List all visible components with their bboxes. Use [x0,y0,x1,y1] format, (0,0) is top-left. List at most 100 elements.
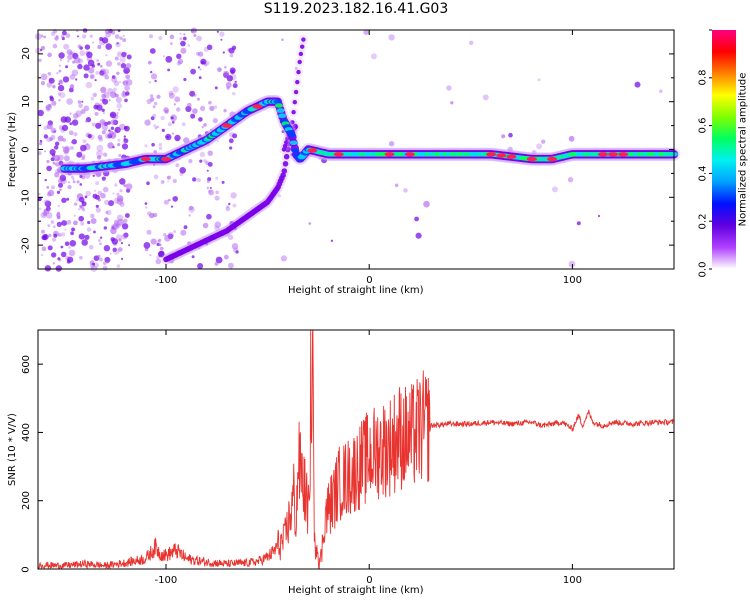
noise-point [192,177,197,182]
noise-point [145,206,148,209]
noise-point [659,89,663,93]
noise-point [153,174,159,180]
noise-point [58,79,63,84]
noise-point [158,146,163,151]
noise-point [294,66,298,70]
noise-point [110,237,115,242]
noise-point [101,123,109,131]
noise-point [144,202,148,205]
noise-point [82,154,86,158]
noise-point [149,48,156,54]
noise-point [46,165,52,172]
noise-point [123,68,129,74]
noise-point [125,213,130,218]
colorbar-tick-label: 0.0 [697,261,709,277]
noise-point [95,122,102,129]
main-ridge-core [276,108,285,113]
noise-point [125,63,132,69]
noise-point [206,179,210,184]
noise-point [231,243,239,250]
noise-point [321,157,328,164]
noise-point [44,150,46,153]
noise-point [160,180,165,184]
noise-point [153,150,157,154]
noise-point [198,117,203,122]
noise-point [75,78,78,81]
noise-point [95,194,100,200]
noise-point [72,113,79,119]
noise-point [228,262,234,269]
noise-point [165,133,172,141]
noise-point [206,186,209,190]
noise-point [157,238,162,242]
noise-point [52,43,58,49]
noise-point [44,200,52,208]
noise-point [109,91,117,98]
noise-point [168,90,174,96]
noise-point [51,100,57,106]
noise-point [209,105,215,111]
noise-point [229,146,233,150]
upper-branch-mark [296,69,301,75]
noise-point [81,239,88,246]
noise-point [207,162,213,167]
noise-point [119,56,126,63]
noise-point [190,27,197,34]
noise-point [576,221,581,226]
noise-point [114,34,120,39]
noise-point [206,213,212,220]
noise-point [150,94,154,98]
noise-point [95,71,100,75]
noise-point [167,68,171,72]
noise-point [79,175,83,178]
noise-point [60,251,67,258]
upper-branch-mark [295,79,300,85]
noise-point [117,218,124,226]
noise-point [84,44,91,50]
noise-point [100,192,106,199]
noise-point [119,123,126,131]
noise-point [235,250,239,254]
noise-point [228,138,234,144]
noise-point [38,58,42,62]
noise-point [80,221,85,226]
noise-point [118,108,120,111]
noise-point [91,64,96,68]
noise-point [123,138,126,141]
noise-point [222,51,225,54]
noise-point [51,153,56,157]
main-ridge-core [278,113,287,118]
noise-point [125,52,128,55]
noise-point [189,90,196,97]
noise-point [183,77,187,82]
noise-point [67,185,72,190]
noise-point [116,264,121,268]
noise-point [104,74,109,80]
noise-point [99,103,103,107]
noise-point [118,81,122,84]
noise-point [46,108,51,112]
noise-point [42,234,49,240]
noise-point [101,176,106,181]
noise-point [597,214,601,218]
noise-point [81,156,85,161]
noise-point [90,213,95,219]
noise-point [163,107,169,113]
noise-point [207,177,212,182]
noise-point [61,36,65,41]
noise-point [96,155,102,160]
noise-point [111,75,116,79]
noise-point [84,172,91,179]
noise-point [96,144,104,152]
noise-point [68,246,71,249]
chart-title: S119.2023.182.16.41.G03 [263,1,449,17]
noise-point [59,58,63,62]
noise-point [43,35,47,39]
noise-point [102,112,105,115]
main-ridge-peak [161,156,171,162]
bottom-x-tick-label: -100 [154,574,178,586]
main-ridge-peak [307,148,318,153]
noise-point [150,116,155,121]
noise-point [62,30,67,36]
noise-point [40,45,46,51]
